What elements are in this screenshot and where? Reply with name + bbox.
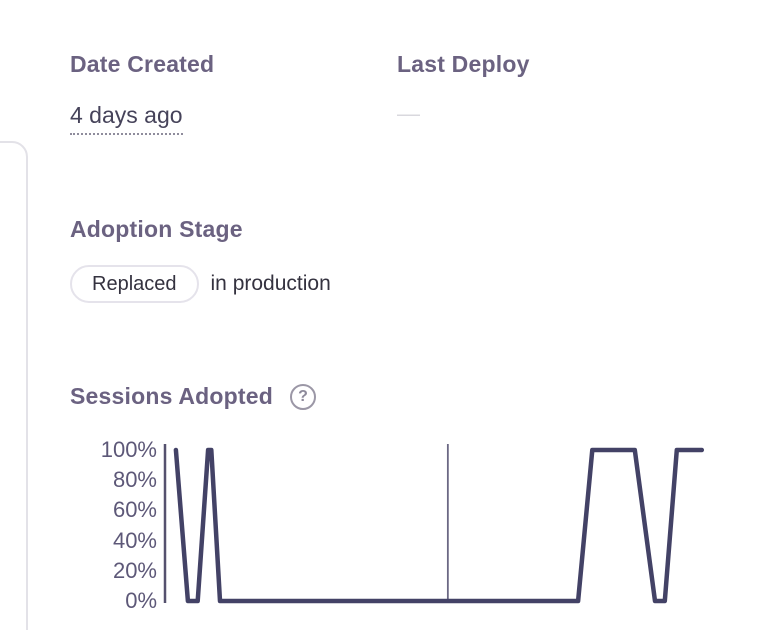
date-created-value[interactable]: 4 days ago [70,102,183,135]
sessions-adopted-label: Sessions Adopted [70,383,273,409]
adoption-stage-context: in production [210,272,331,295]
date-created-label: Date Created [70,51,215,77]
question-mark-circle-icon[interactable]: ? [290,383,316,410]
adoption-stage-value-row: Replaced in production [70,265,331,303]
left-card-border [0,141,28,630]
y-axis-tick: 60% [112,497,157,523]
sessions-line-chart [163,444,705,604]
y-axis-tick: 100% [100,437,157,462]
adoption-stage-label: Adoption Stage [70,216,243,242]
y-axis-tick: 20% [112,557,157,583]
sessions-adopted-header: Sessions Adopted ? [70,383,316,410]
sessions-adopted-line [173,447,705,604]
y-axis-tick: 40% [112,527,157,553]
last-deploy-empty-value: — [397,100,420,126]
y-axis-tick: 0% [125,588,157,613]
y-axis-tick: 80% [112,467,157,493]
adoption-stage-badge: Replaced [70,265,199,303]
last-deploy-label: Last Deploy [397,51,530,77]
sessions-adopted-chart: 100% 80% 60% 40% 20% 0% [0,430,776,620]
